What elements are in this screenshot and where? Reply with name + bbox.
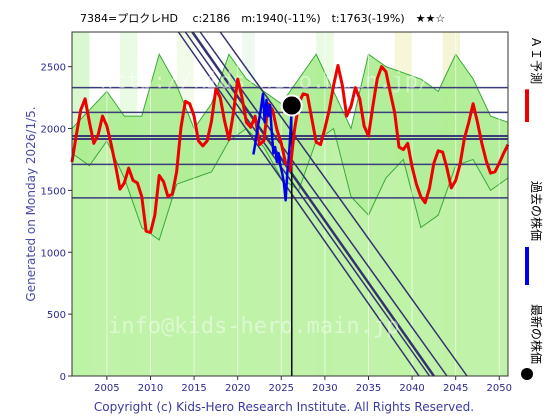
series-ai-prediction: [70, 63, 510, 234]
chart-title: 7384=プロクレHD c:2186 m:1940(-11%) t:1763(-…: [80, 12, 445, 25]
x-tick-label-0: 2005: [94, 383, 119, 394]
green-upper-line: [71, 52, 509, 131]
y-tick-label-1: 500: [47, 310, 66, 321]
legend-label-2: 最新の株価: [529, 304, 544, 364]
legend-item-1: 過去の株価: [525, 181, 544, 285]
trend-line-0: [184, 31, 431, 377]
legend-item-0: ＡＩ予測: [525, 36, 543, 122]
copyright-footer: Copyright (c) Kids-Hero Research Institu…: [94, 400, 474, 414]
y-axis-ticks: 0 500 1000 1500 2000 2500: [41, 63, 72, 383]
plot-area: http://kids-hero.main.jp/ info@kids-hero…: [70, 31, 510, 377]
series: [70, 63, 510, 234]
trend-line-2: [219, 31, 468, 377]
series-past-price: [252, 92, 293, 202]
y-tick-label-4: 2000: [41, 125, 66, 136]
x-tick-label-5: 2030: [312, 383, 337, 394]
x-tick-label-9: 2050: [487, 383, 512, 394]
legend-label-0: ＡＩ予測: [529, 36, 543, 84]
green-lower-fill: [72, 128, 508, 376]
y-tick-label-2: 1000: [41, 248, 66, 259]
y-tick-label-3: 1500: [41, 186, 66, 197]
watermark-email: info@kids-hero.main.jp: [108, 314, 399, 339]
trend-line-4: [191, 31, 435, 377]
legend-item-2: 最新の株価: [521, 304, 544, 380]
trend-line-3: [177, 31, 420, 377]
x-tick-label-3: 2020: [225, 383, 250, 394]
legend-swatch-2: [521, 368, 533, 380]
generated-date-label: Generated on Monday 2026/1/5.: [24, 106, 38, 301]
x-tick-label-8: 2045: [443, 383, 468, 394]
watermark-url: http://kids-hero.main.jp/: [100, 69, 431, 94]
x-tick-label-2: 2015: [181, 383, 206, 394]
y-tick-label-0: 0: [60, 372, 66, 383]
x-tick-label-7: 2040: [399, 383, 424, 394]
x-tick-label-6: 2035: [356, 383, 381, 394]
current-price-dot: [280, 94, 303, 117]
plot-frame: [71, 31, 509, 377]
x-tick-label-1: 2010: [138, 383, 163, 394]
legend-label-1: 過去の株価: [529, 181, 544, 241]
y-tick-label-5: 2500: [41, 63, 66, 74]
x-axis-ticks: 2005 2010 2015 2020 2025 2030 2035 2040 2045 2050: [94, 376, 512, 394]
x-tick-label-4: 2025: [269, 383, 294, 394]
horizontal-levels: [72, 32, 508, 376]
current-price-marker: [280, 94, 303, 117]
